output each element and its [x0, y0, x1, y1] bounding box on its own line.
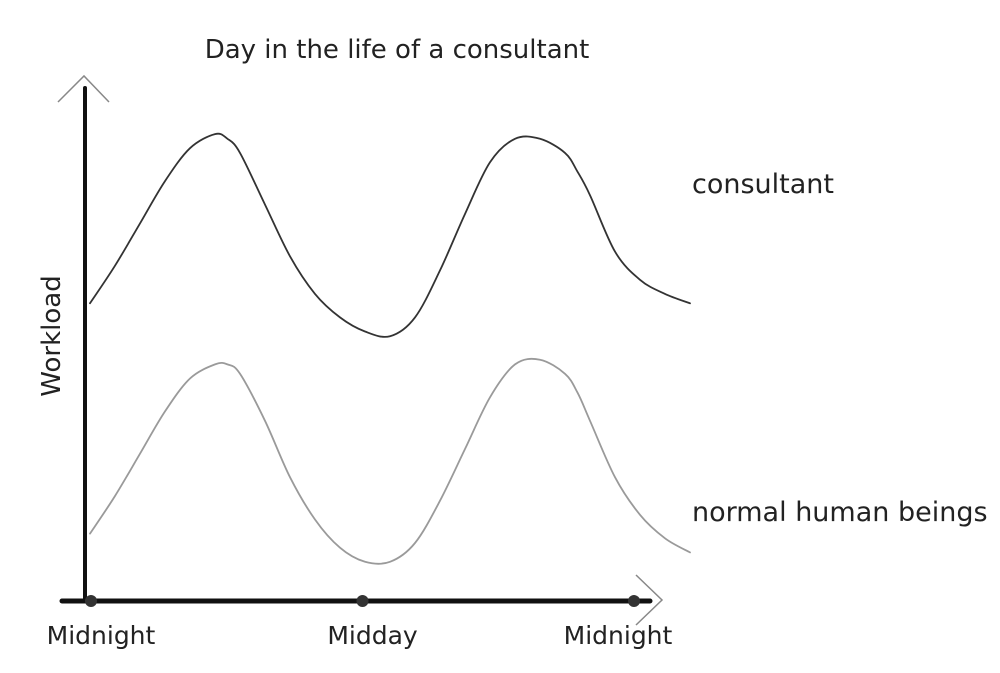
- x-tick-label: Midnight: [47, 621, 156, 650]
- x-ticks: Midnight Midday Midnight: [47, 595, 673, 650]
- x-tick-dot: [85, 595, 97, 607]
- x-tick-label: Midnight: [564, 621, 673, 650]
- series-labels: consultant normal human beings: [692, 169, 988, 528]
- series-line: [89, 357, 691, 565]
- series-lines: [89, 132, 691, 565]
- series-label: normal human beings: [692, 497, 988, 528]
- series-line: [89, 132, 691, 338]
- x-tick-dot: [628, 595, 640, 607]
- y-axis-arrowhead: [57, 74, 110, 103]
- x-tick-label: Midday: [327, 621, 418, 650]
- y-axis-label: Workload: [37, 275, 67, 396]
- x-tick-dot: [356, 595, 369, 607]
- chart-title: Day in the life of a consultant: [205, 35, 590, 65]
- x-axis-arrowhead: [635, 574, 664, 626]
- series-label: consultant: [692, 169, 834, 200]
- axes: [57, 74, 664, 626]
